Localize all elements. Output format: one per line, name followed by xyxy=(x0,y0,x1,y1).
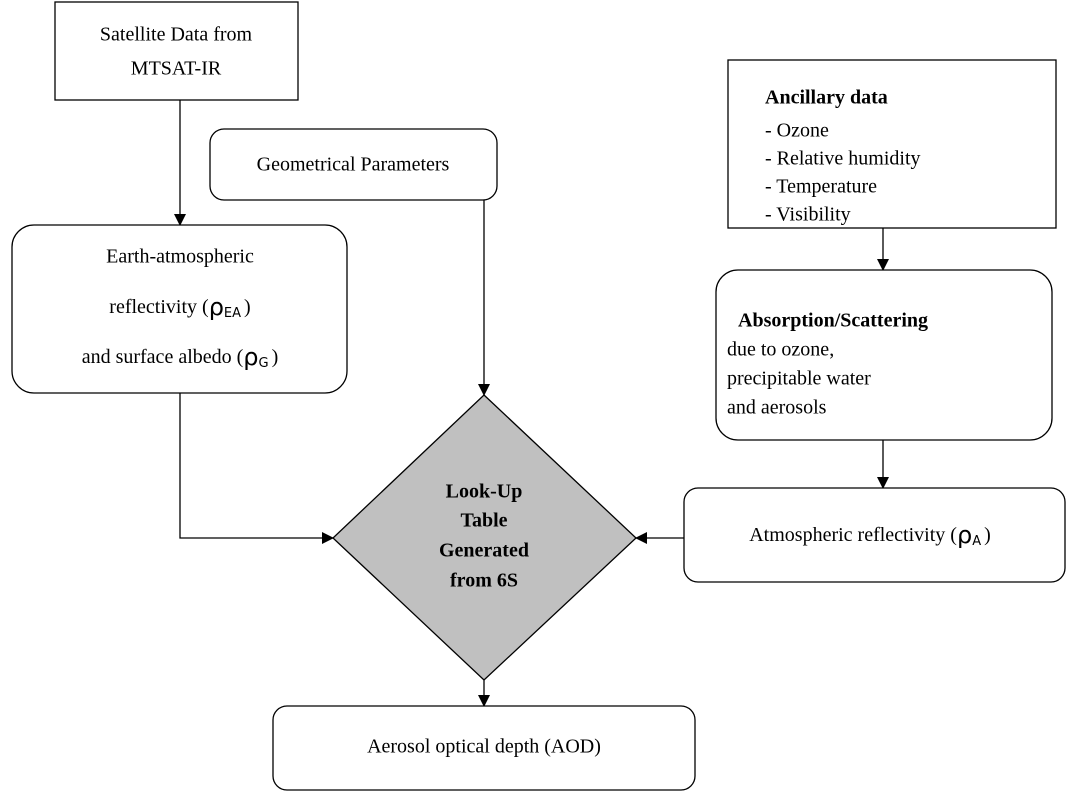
ancillary-item: - Relative humidity xyxy=(765,148,921,170)
atmos-label: Atmospheric reflectivity (ρA) xyxy=(749,521,991,549)
satellite-box xyxy=(54,1,299,101)
satellite-label: Satellite Data from xyxy=(100,24,253,46)
aod-label: Aerosol optical depth (AOD) xyxy=(367,736,601,758)
ancillary-item: - Ozone xyxy=(765,120,829,142)
lut-label: Table xyxy=(460,510,507,532)
ancillary-title: Ancillary data xyxy=(765,87,888,109)
absorption-line: precipitable water xyxy=(727,368,871,390)
ancillary-item: - Temperature xyxy=(765,176,877,198)
text: Atmospheric reflectivity ( xyxy=(749,524,957,546)
ancillary-box xyxy=(727,59,1057,229)
lut-label: Look-Up xyxy=(446,481,523,503)
text: ) xyxy=(244,296,251,318)
absorption-line: and aerosols xyxy=(727,397,827,419)
subscript: EA xyxy=(224,306,241,321)
lut-label: Generated xyxy=(439,540,529,562)
geometry-label: Geometrical Parameters xyxy=(257,154,450,176)
text: reflectivity ( xyxy=(109,296,209,318)
aod-box xyxy=(272,705,696,791)
absorption-title: Absorption/Scattering xyxy=(738,310,928,332)
satellite-label: MTSAT-IR xyxy=(131,58,222,80)
text: ) xyxy=(272,346,279,368)
absorption-line: due to ozone, xyxy=(727,339,834,361)
text: and surface albedo ( xyxy=(82,346,244,368)
earth-box xyxy=(11,224,348,394)
lut-diamond xyxy=(332,394,637,681)
subscript: A xyxy=(972,534,981,549)
atmos-box xyxy=(683,487,1066,583)
ancillary-item: - Visibility xyxy=(765,204,851,226)
geometry-box xyxy=(209,128,498,201)
absorption-box xyxy=(715,269,1053,441)
text: ) xyxy=(984,524,991,546)
symbol: ρ xyxy=(209,293,224,321)
earth-label: reflectivity (ρEA) xyxy=(109,293,250,321)
arrow xyxy=(179,393,334,544)
symbol: ρ xyxy=(243,343,258,371)
lut-label: from 6S xyxy=(450,570,518,592)
earth-label: and surface albedo (ρG) xyxy=(82,343,279,371)
subscript: G xyxy=(259,356,269,371)
earth-label: Earth-atmospheric xyxy=(106,246,254,268)
symbol: ρ xyxy=(957,521,972,549)
